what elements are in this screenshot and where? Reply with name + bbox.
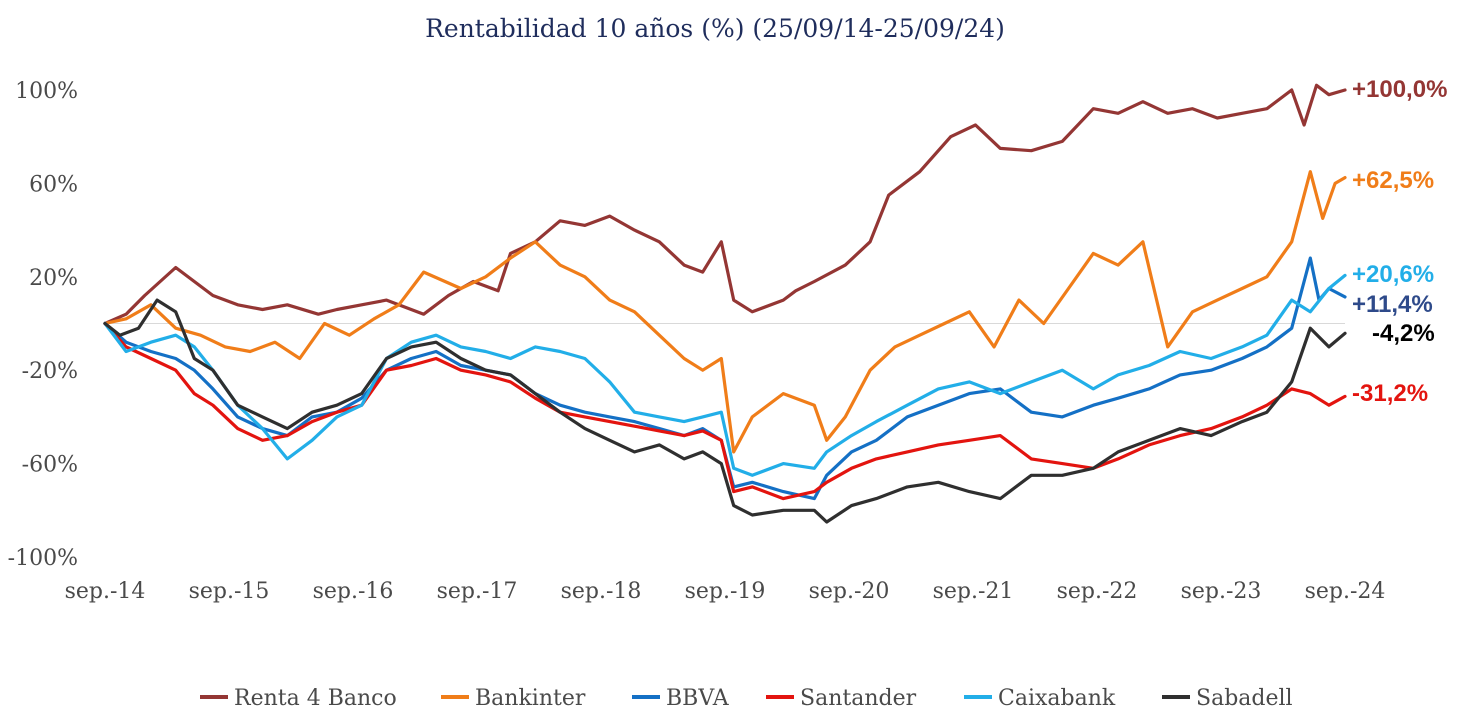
- y-tick-label: -100%: [8, 546, 78, 571]
- legend-label: Caixabank: [998, 686, 1116, 711]
- x-tick-label: sep.-20: [809, 579, 890, 604]
- y-tick-label: 100%: [15, 79, 78, 104]
- y-tick-label: 20%: [29, 266, 78, 291]
- end-label-caixabank: +20,6%: [1352, 261, 1434, 288]
- legend-item: Renta 4 Banco: [200, 686, 397, 711]
- end-label-bbva: +11,4%: [1352, 291, 1433, 318]
- end-label-renta-4-banco: +100,0%: [1352, 76, 1447, 103]
- x-tick-label: sep.-18: [561, 579, 642, 604]
- chart-title: Rentabilidad 10 años (%) (25/09/14-25/09…: [425, 14, 1005, 43]
- legend-label: Santander: [800, 686, 917, 711]
- legend-label: BBVA: [666, 686, 730, 711]
- series-line-sabadell: [103, 298, 1347, 524]
- x-tick-label: sep.-14: [65, 579, 146, 604]
- legend-item: BBVA: [632, 686, 730, 711]
- y-tick-label: 60%: [29, 172, 78, 197]
- series-lines: [103, 83, 1347, 524]
- x-axis: sep.-14 sep.-15 sep.-16 sep.-17 sep.-18 sep.-…: [65, 579, 1386, 604]
- x-tick-label: sep.-19: [685, 579, 766, 604]
- legend-label: Sabadell: [1196, 686, 1293, 711]
- x-tick-label: sep.-16: [313, 579, 394, 604]
- series-line-bankinter: [103, 170, 1347, 454]
- x-tick-label: sep.-21: [933, 579, 1014, 604]
- legend-item: Caixabank: [964, 686, 1116, 711]
- end-label-sabadell: -4,2%: [1372, 320, 1435, 347]
- x-tick-label: sep.-24: [1305, 579, 1386, 604]
- legend-item: Bankinter: [441, 686, 586, 711]
- x-tick-label: sep.-23: [1181, 579, 1262, 604]
- legend-item: Santander: [766, 686, 917, 711]
- legend: Renta 4 Banco Bankinter BBVA Santander Caixa…: [200, 686, 1293, 711]
- y-axis: 100% 60% 20% -20% -60% -100%: [8, 79, 78, 571]
- series-line-santander: [103, 321, 1347, 501]
- legend-label: Bankinter: [475, 686, 586, 711]
- end-labels: +100,0% +62,5% +11,4% -31,2% +20,6% -4,2%: [1352, 76, 1447, 407]
- y-tick-label: -60%: [22, 453, 78, 478]
- x-tick-label: sep.-17: [437, 579, 518, 604]
- end-label-santander: -31,2%: [1352, 380, 1428, 407]
- x-tick-label: sep.-15: [189, 579, 270, 604]
- y-tick-label: -20%: [22, 359, 78, 384]
- legend-label: Renta 4 Banco: [234, 686, 397, 711]
- end-label-bankinter: +62,5%: [1352, 167, 1434, 194]
- series-line-caixabank: [103, 273, 1347, 477]
- legend-item: Sabadell: [1162, 686, 1293, 711]
- series-line-renta-4-banco: [103, 83, 1347, 326]
- x-tick-label: sep.-22: [1057, 579, 1138, 604]
